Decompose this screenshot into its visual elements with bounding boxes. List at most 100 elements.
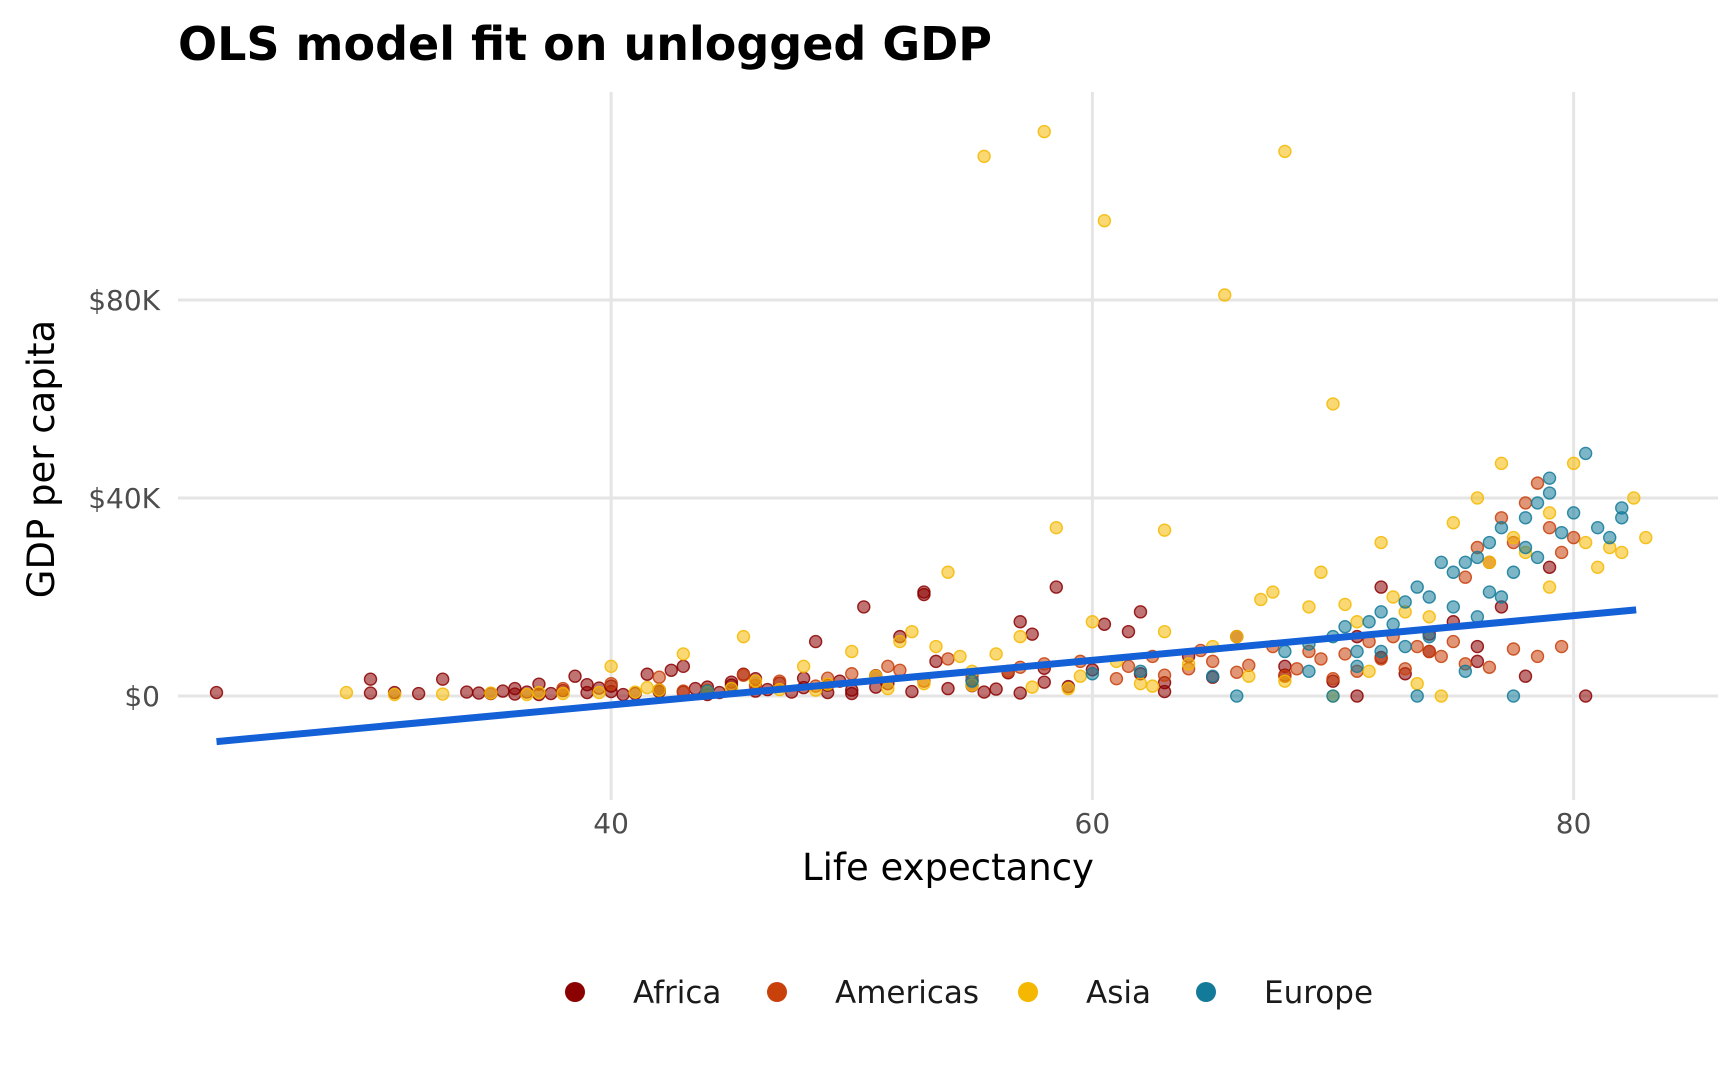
data-point: [435, 672, 450, 686]
data-point: [1482, 535, 1497, 550]
data-point: [1025, 680, 1039, 694]
data-point: [1506, 642, 1521, 656]
data-points: [209, 124, 1653, 703]
fit-line-layer: [216, 606, 1637, 746]
data-point: [1494, 590, 1509, 604]
data-point: [592, 685, 606, 700]
data-point: [1326, 397, 1340, 411]
data-point: [1482, 555, 1497, 570]
data-point: [1410, 639, 1424, 654]
data-point: [1266, 585, 1280, 599]
data-point: [1133, 676, 1148, 691]
data-point: [1530, 476, 1545, 490]
data-point: [941, 652, 955, 666]
data-point: [568, 669, 582, 683]
data-point: [1422, 590, 1436, 604]
data-point: [1061, 681, 1076, 696]
data-point: [1025, 627, 1039, 641]
data-point: [209, 685, 224, 700]
data-point: [1338, 620, 1352, 634]
data-point: [1446, 565, 1461, 579]
data-point: [893, 634, 907, 649]
data-point: [1013, 629, 1027, 644]
data-point: [1446, 516, 1461, 530]
data-point: [845, 644, 859, 659]
data-point: [460, 685, 474, 699]
data-point: [1530, 496, 1545, 510]
data-point: [1302, 664, 1316, 678]
data-point: [881, 659, 895, 674]
data-point: [628, 685, 642, 699]
data-point: [1470, 550, 1485, 565]
legend-label: Asia: [1086, 975, 1151, 1011]
data-point: [808, 634, 823, 649]
data-point: [363, 686, 378, 700]
data-point: [1590, 560, 1605, 575]
data-point: [1590, 520, 1605, 535]
legend-label: Africa: [633, 975, 721, 1011]
data-point: [1434, 555, 1448, 570]
data-point: [1338, 597, 1352, 612]
data-point: [748, 674, 763, 688]
data-point: [1085, 615, 1100, 629]
data-point: [1350, 689, 1364, 703]
data-point: [1458, 570, 1473, 584]
data-point: [1338, 647, 1352, 661]
data-point: [1639, 530, 1653, 545]
data-point: [1518, 496, 1533, 510]
grid-lines: [178, 92, 1718, 800]
data-point: [1434, 689, 1448, 703]
data-point: [1157, 668, 1172, 682]
data-point: [676, 647, 691, 661]
data-point: [604, 659, 618, 674]
data-point: [1278, 644, 1292, 659]
data-point: [1422, 644, 1436, 659]
data-point: [1566, 530, 1581, 545]
data-point: [1157, 523, 1172, 537]
data-point: [1422, 610, 1436, 624]
data-point: [363, 672, 378, 686]
data-point: [520, 687, 534, 702]
data-point: [1362, 664, 1376, 678]
data-point: [411, 686, 426, 701]
ols-fit-line: [216, 606, 1637, 746]
data-point: [1085, 667, 1100, 681]
data-point: [1013, 615, 1027, 629]
y-tick-label: $0: [124, 680, 160, 713]
data-point: [1386, 590, 1400, 604]
data-point: [1374, 605, 1388, 619]
data-point: [1578, 535, 1593, 550]
data-point: [796, 671, 811, 685]
data-point: [1242, 669, 1256, 683]
data-point: [1578, 689, 1593, 703]
x-tick-label: 40: [593, 807, 629, 840]
data-point: [1230, 665, 1244, 679]
data-point: [905, 624, 919, 639]
legend-item-africa: Africa: [565, 975, 721, 1011]
data-point: [1482, 660, 1497, 675]
data-point: [1230, 629, 1244, 644]
data-point: [1290, 662, 1304, 676]
data-point: [1157, 684, 1172, 699]
data-point: [1542, 560, 1557, 575]
legend-item-americas: Americas: [767, 975, 979, 1011]
y-tick-label: $40K: [88, 482, 160, 515]
data-point: [1049, 520, 1063, 535]
data-point: [1554, 525, 1569, 540]
data-point: [1470, 491, 1485, 505]
data-point: [1410, 580, 1424, 594]
data-point: [1133, 605, 1148, 619]
data-point: [1627, 491, 1641, 505]
data-point: [532, 685, 546, 700]
data-point: [1314, 652, 1328, 666]
data-point: [1506, 689, 1521, 703]
data-point: [1566, 456, 1581, 471]
data-point: [1615, 545, 1629, 560]
legend-item-asia: Asia: [1018, 975, 1151, 1011]
legend-label: Europe: [1264, 975, 1373, 1011]
data-point: [1133, 664, 1148, 678]
y-tick-label: $80K: [88, 284, 160, 317]
data-point: [1254, 592, 1268, 607]
data-point: [1542, 580, 1557, 594]
